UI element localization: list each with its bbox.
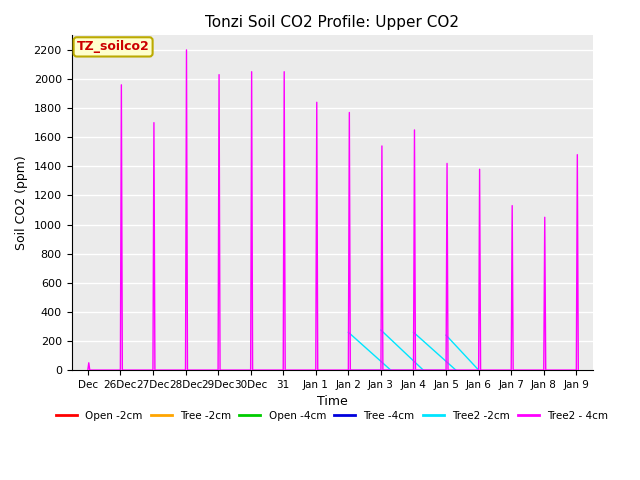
Tree2 - 4cm — [280, 69, 288, 74]
Tree2 - 4cm — [377, 367, 385, 373]
Tree2 - 4cm — [249, 367, 257, 373]
Tree2 - 4cm — [346, 109, 353, 115]
Tree2 - 4cm — [573, 367, 580, 373]
Tree2 - 4cm — [282, 367, 289, 373]
Legend: Open -2cm, Tree -2cm, Open -4cm, Tree -4cm, Tree2 -2cm, Tree2 - 4cm: Open -2cm, Tree -2cm, Open -4cm, Tree -4… — [52, 407, 612, 425]
Tree2 - 4cm — [149, 367, 157, 373]
Tree2 - 4cm — [151, 367, 159, 373]
Tree2 - 4cm — [444, 160, 451, 166]
Tree2 - 4cm — [410, 367, 417, 373]
Tree -4cm — [394, 367, 401, 373]
Tree2 - 4cm — [411, 127, 419, 133]
Tree2 - 4cm — [378, 143, 386, 149]
Title: Tonzi Soil CO2 Profile: Upper CO2: Tonzi Soil CO2 Profile: Upper CO2 — [205, 15, 459, 30]
Tree2 - 4cm — [280, 367, 287, 373]
Tree2 - 4cm — [313, 99, 321, 105]
Tree2 - 4cm — [575, 367, 582, 373]
Tree2 - 4cm — [541, 215, 548, 220]
Tree2 - 4cm — [379, 367, 387, 373]
Tree2 - 4cm — [508, 367, 515, 373]
Line: Tree2 - 4cm: Tree2 - 4cm — [88, 50, 579, 370]
Tree2 - 4cm — [184, 367, 191, 373]
Tree2 - 4cm — [344, 367, 352, 373]
Tree -4cm — [410, 367, 417, 373]
Tree2 - 4cm — [314, 367, 321, 373]
Tree2 - 4cm — [214, 367, 222, 373]
Tree2 - 4cm — [247, 367, 255, 373]
Tree2 - 4cm — [475, 367, 483, 373]
Tree2 - 4cm — [118, 82, 125, 88]
Text: TZ_soilco2: TZ_soilco2 — [77, 40, 150, 53]
Tree2 - 4cm — [573, 152, 581, 157]
Tree -4cm — [442, 367, 450, 373]
Tree2 - 4cm — [509, 367, 517, 373]
Tree2 - 4cm — [477, 367, 484, 373]
Tree2 - 4cm — [444, 367, 452, 373]
Tree -4cm — [377, 367, 385, 373]
Tree2 - 4cm — [540, 367, 548, 373]
Tree2 - 4cm — [182, 47, 190, 53]
Tree2 - 4cm — [85, 360, 93, 366]
Tree2 - 4cm — [150, 120, 158, 126]
Tree2 - 4cm — [86, 367, 93, 373]
Tree2 - 4cm — [508, 203, 516, 208]
Tree2 - 4cm — [312, 367, 319, 373]
Tree2 - 4cm — [216, 367, 224, 373]
Tree2 - 4cm — [542, 367, 550, 373]
Tree -4cm — [426, 367, 434, 373]
Tree -4cm — [361, 367, 369, 373]
X-axis label: Time: Time — [317, 396, 348, 408]
Tree2 - 4cm — [248, 69, 255, 74]
Tree2 - 4cm — [182, 367, 189, 373]
Tree2 - 4cm — [116, 367, 124, 373]
Tree -4cm — [344, 367, 352, 373]
Tree2 - 4cm — [118, 367, 126, 373]
Tree2 - 4cm — [442, 367, 450, 373]
Tree2 - 4cm — [476, 167, 483, 172]
Tree2 - 4cm — [84, 367, 92, 373]
Tree2 - 4cm — [346, 367, 354, 373]
Tree2 - 4cm — [412, 367, 419, 373]
Y-axis label: Soil CO2 (ppm): Soil CO2 (ppm) — [15, 156, 28, 250]
Tree2 - 4cm — [215, 72, 223, 77]
